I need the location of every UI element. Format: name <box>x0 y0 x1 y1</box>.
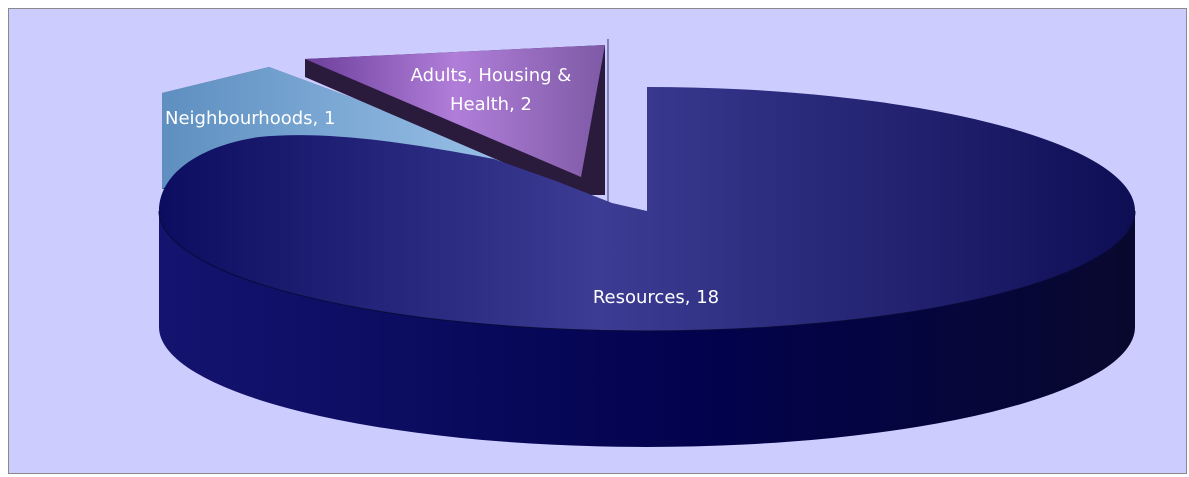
data-label-resources: Resources, 18 <box>593 287 719 308</box>
data-label-ahh-line1: Adults, Housing & <box>411 65 572 86</box>
chart-area: Neighbourhoods, 1 Adults, Housing & Heal… <box>8 8 1187 474</box>
pie-slice-resources <box>158 87 1136 447</box>
pie-slice-adults-housing-health <box>305 45 605 195</box>
pie-chart: Neighbourhoods, 1 Adults, Housing & Heal… <box>158 39 1136 447</box>
data-label-ahh-line2: Health, 2 <box>450 94 532 115</box>
data-label-neighbourhoods: Neighbourhoods, 1 <box>165 108 335 129</box>
